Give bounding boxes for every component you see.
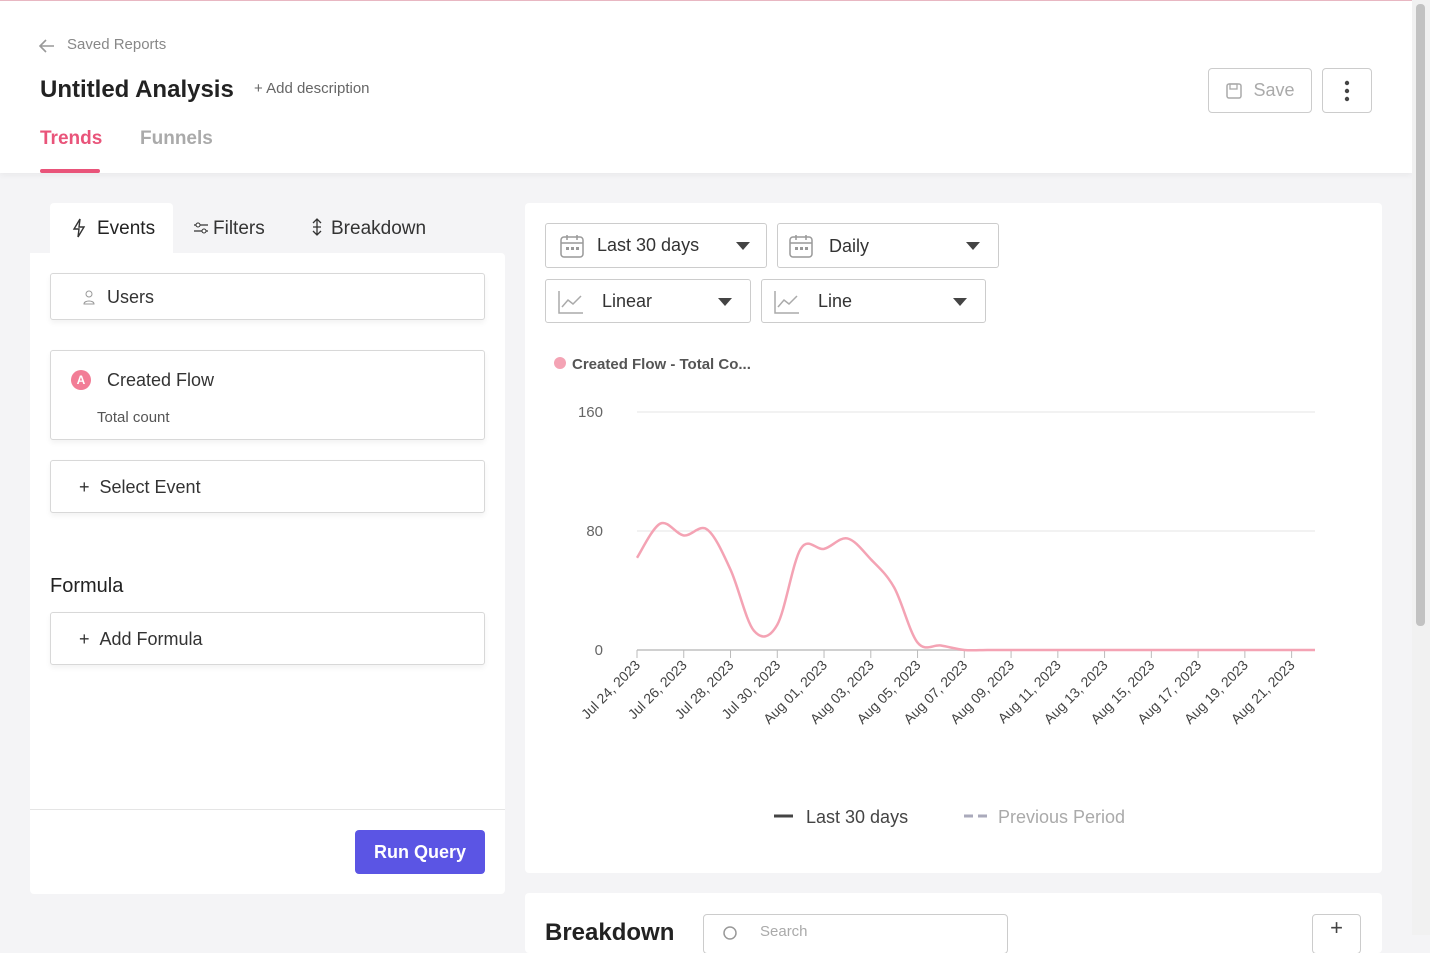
calendar-icon bbox=[560, 235, 584, 258]
save-icon bbox=[1226, 82, 1243, 99]
kebab-icon bbox=[1344, 80, 1350, 101]
caret-icon bbox=[736, 242, 750, 250]
add-formula-button[interactable]: + Add Formula bbox=[50, 612, 485, 665]
breakdown-card: Breakdown Search + bbox=[525, 893, 1382, 953]
event-item[interactable]: A Created Flow Total count bbox=[50, 350, 485, 440]
report-title: Untitled Analysis bbox=[40, 76, 234, 103]
save-button[interactable]: Save bbox=[1208, 68, 1312, 113]
event-badge: A bbox=[71, 370, 91, 390]
add-description-label: Add description bbox=[266, 80, 370, 97]
subject-label: Users bbox=[107, 287, 155, 307]
bolt-icon bbox=[72, 218, 86, 238]
add-breakdown-button[interactable]: + bbox=[1312, 914, 1361, 953]
subject-selector[interactable]: Users bbox=[50, 273, 485, 320]
events-tab[interactable]: Events bbox=[50, 203, 173, 254]
interval-label: Daily bbox=[829, 236, 870, 256]
chart-kind-label: Line bbox=[818, 291, 853, 311]
interval-dropdown[interactable]: Daily bbox=[777, 223, 999, 268]
caret-icon bbox=[718, 298, 732, 306]
tab-funnels[interactable]: Funnels bbox=[140, 128, 213, 149]
more-menu-button[interactable] bbox=[1322, 68, 1372, 113]
panel-divider bbox=[30, 809, 505, 810]
save-label: Save bbox=[1253, 80, 1295, 100]
period-legend-label: Last 30 days bbox=[806, 807, 908, 827]
select-event-button[interactable]: + Select Event bbox=[50, 460, 485, 513]
period-legend-label: Previous Period bbox=[998, 807, 1125, 827]
back-arrow-icon bbox=[38, 39, 54, 53]
event-aggregation: Total count bbox=[97, 409, 170, 426]
run-query-button[interactable]: Run Query bbox=[355, 830, 485, 874]
chart-icon bbox=[774, 291, 799, 314]
breakdown-tab-label: Breakdown bbox=[331, 218, 427, 239]
select-event-label: Select Event bbox=[99, 477, 201, 497]
event-name: Created Flow bbox=[107, 370, 215, 390]
back-link[interactable]: Saved Reports bbox=[67, 36, 167, 53]
y-tick-label: 160 bbox=[578, 404, 603, 421]
chart-icon bbox=[558, 291, 583, 314]
add-description[interactable]: + Add description bbox=[254, 80, 370, 97]
chart-kind-dropdown[interactable]: Line bbox=[761, 279, 986, 323]
filters-tab[interactable]: Filters bbox=[193, 218, 265, 240]
user-icon bbox=[83, 290, 95, 305]
breakdown-icon bbox=[312, 218, 322, 236]
scrollbar-thumb[interactable] bbox=[1416, 4, 1425, 626]
legend-dot bbox=[554, 357, 566, 369]
date-range-dropdown[interactable]: Last 30 days bbox=[545, 223, 767, 268]
breakdown-title: Breakdown bbox=[545, 919, 675, 946]
y-tick-label: 0 bbox=[595, 642, 603, 659]
data-line bbox=[635, 521, 1315, 652]
search-icon bbox=[723, 926, 737, 940]
y-tick-label: 80 bbox=[586, 523, 603, 540]
formula-heading: Formula bbox=[50, 575, 124, 597]
scale-label: Linear bbox=[602, 291, 653, 311]
header: Saved Reports Untitled Analysis + Add de… bbox=[0, 0, 1412, 173]
calendar-icon bbox=[789, 235, 813, 258]
tab-trends[interactable]: Trends bbox=[40, 128, 103, 149]
filters-icon bbox=[194, 222, 208, 234]
date-range-label: Last 30 days bbox=[597, 235, 700, 255]
active-tab-indicator bbox=[40, 169, 100, 173]
search-placeholder: Search bbox=[760, 923, 808, 940]
chart-card: Last 30 days Daily Linear Line 0 80 160 Jul… bbox=[525, 203, 1382, 873]
breakdown-search[interactable]: Search bbox=[703, 914, 1008, 953]
events-tab-label: Events bbox=[97, 218, 156, 239]
caret-icon bbox=[966, 242, 980, 250]
legend-label: Created Flow - Total Co... bbox=[572, 356, 751, 373]
add-formula-label: Add Formula bbox=[99, 629, 203, 649]
caret-icon bbox=[953, 298, 967, 306]
query-panel: Users A Created Flow Total count + Selec… bbox=[30, 253, 505, 894]
filters-tab-label: Filters bbox=[213, 218, 265, 239]
scale-dropdown[interactable]: Linear bbox=[545, 279, 751, 323]
breakdown-tab[interactable]: Breakdown bbox=[311, 218, 426, 240]
